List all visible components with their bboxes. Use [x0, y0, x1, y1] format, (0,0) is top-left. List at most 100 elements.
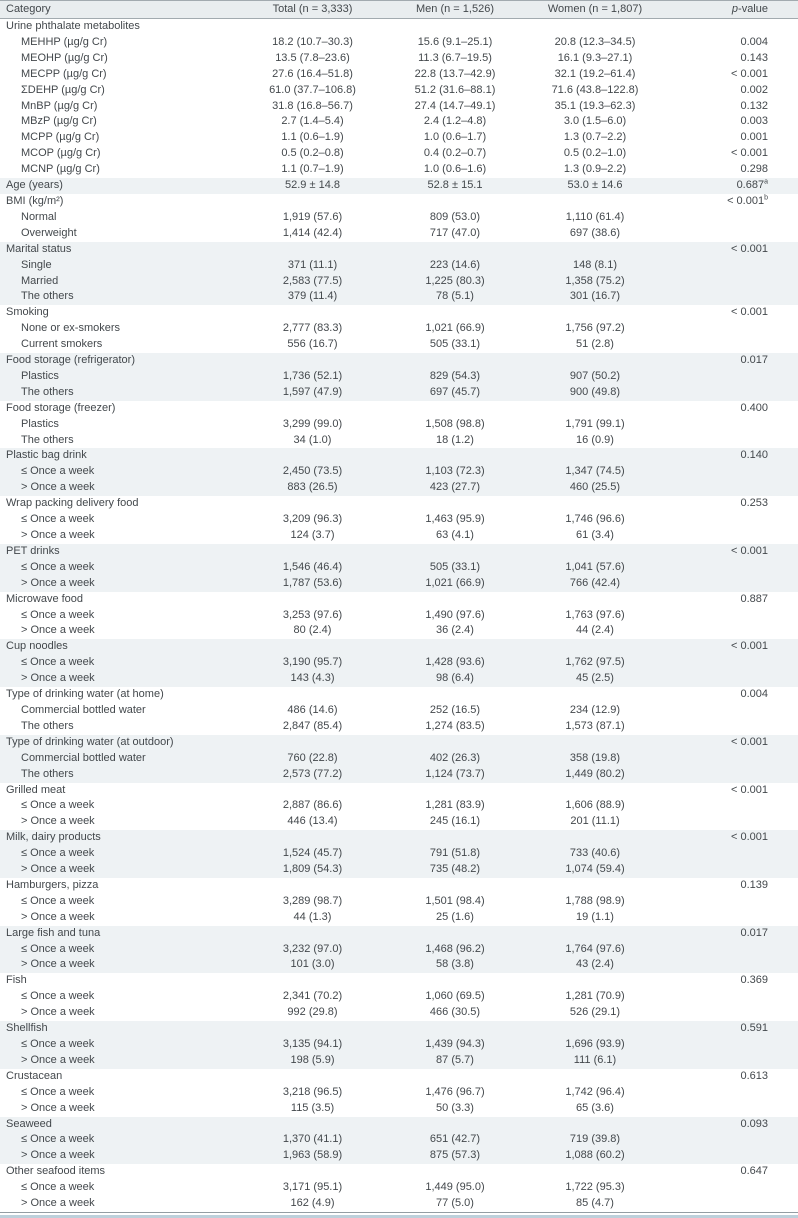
table-row-sub: ≤ Once a week 1,370 (41.1) 651 (42.7) 719 (… — [0, 1132, 798, 1149]
women-cell: 1.3 (0.9–2.2) — [563, 163, 627, 176]
men-cell: 15.6 (9.1–25.1) — [417, 35, 493, 48]
women-cell: 1,763 (97.6) — [565, 608, 625, 621]
p-value-cell — [685, 957, 798, 974]
table-row-section: Microwave food 0.887 — [0, 592, 798, 608]
category-cell: > Once a week — [0, 1052, 220, 1069]
category-cell: ≤ Once a week — [21, 1085, 95, 1098]
table-row-section: Milk, dairy products < 0.001 — [0, 830, 798, 847]
women-cell — [505, 687, 685, 703]
category-cell: Seaweed — [0, 1116, 220, 1133]
total-cell — [220, 496, 405, 512]
men-cell — [405, 305, 505, 321]
total-cell: 27.6 (16.4–51.8) — [272, 67, 353, 80]
p-value-cell — [685, 575, 798, 592]
total-cell: 52.9 ± 14.8 — [220, 178, 405, 194]
total-cell: 1,414 (42.4) — [282, 226, 343, 239]
p-value-cell — [685, 512, 798, 528]
p-value-cell: < 0.001 — [730, 306, 768, 319]
category-cell: Microwave food — [6, 592, 84, 605]
category-cell: Current smokers — [21, 338, 103, 351]
women-cell — [505, 734, 685, 751]
men-cell: 78 (5.1) — [405, 289, 505, 306]
table-row-sub: ≤ Once a week 3,209 (96.3) 1,463 (95.9) 1,7… — [0, 512, 798, 528]
category-cell: Plastic bag drink — [0, 448, 220, 465]
men-cell — [405, 878, 505, 894]
total-cell — [220, 830, 405, 847]
men-cell — [405, 1116, 505, 1133]
table-row-sub: MCPP (µg/g Cr) 1.1 (0.6–1.9) 1.0 (0.6–1.7)… — [0, 130, 798, 146]
men-cell: 1,463 (95.9) — [425, 513, 485, 526]
table-row-sub: > Once a week 143 (4.3) 98 (6.4) 45 (2.5) — [0, 671, 798, 688]
women-cell: 1,756 (97.2) — [565, 322, 625, 335]
men-cell: 829 (54.3) — [405, 368, 505, 385]
total-cell: 3,232 (97.0) — [220, 941, 405, 958]
total-cell: 115 (3.5) — [290, 1101, 335, 1114]
women-cell: 1,788 (98.9) — [565, 894, 625, 907]
men-cell — [405, 401, 505, 417]
category-cell: MCPP (µg/g Cr) — [21, 131, 100, 144]
table-row-section: Other seafood items 0.647 — [0, 1164, 798, 1180]
category-cell: Normal — [21, 210, 57, 223]
table-row-sub: ΣDEHP (µg/g Cr) 61.0 (37.7–106.8) 51.2 (31… — [0, 83, 798, 99]
category-cell: The others — [21, 433, 74, 446]
table-row-sub: None or ex-smokers 2,777 (83.3) 1,021 (66.… — [0, 321, 798, 337]
table-row-sub: MnBP (µg/g Cr) 31.8 (16.8–56.7) 27.4 (14.7… — [0, 99, 798, 115]
table-row-sub: ≤ Once a week 3,253 (97.6) 1,490 (97.6) 1,7… — [0, 608, 798, 624]
men-cell: 98 (6.4) — [405, 671, 505, 688]
women-cell: 733 (40.6) — [505, 846, 685, 863]
men-cell: 505 (33.1) — [405, 559, 505, 576]
table-row-section: Fish 0.369 — [0, 973, 798, 989]
women-cell: 20.8 (12.3–34.5) — [554, 35, 636, 48]
p-value-cell — [685, 528, 798, 544]
table-row-sub: Commercial bottled water 486 (14.6) 252 (1… — [0, 703, 798, 719]
women-cell: 201 (11.1) — [570, 815, 620, 828]
table-row-sub: MCOP (µg/g Cr) 0.5 (0.2–0.8) 0.4 (0.2–0.7)… — [0, 146, 798, 162]
total-cell — [220, 592, 405, 608]
table-row-section: Smoking < 0.001 — [0, 305, 798, 321]
women-cell: 148 (8.1) — [505, 257, 685, 274]
women-cell: 1.3 (0.7–2.2) — [563, 131, 627, 144]
men-cell: 58 (3.8) — [405, 957, 505, 974]
category-cell: ≤ Once a week — [21, 608, 95, 621]
table-bottom-rule — [0, 1214, 798, 1218]
table-row-section: Shellfish 0.591 — [0, 1021, 798, 1037]
total-cell: 446 (13.4) — [287, 815, 338, 828]
total-cell: 198 (5.9) — [220, 1052, 405, 1069]
p-value-cell — [685, 321, 798, 337]
category-cell: MECPP (µg/g Cr) — [21, 67, 107, 80]
table-header: Category Total (n = 3,333) Men (n = 1,52… — [0, 0, 798, 19]
total-cell — [220, 448, 405, 465]
p-value-footnote-marker: b — [764, 194, 768, 202]
women-cell: 1,573 (87.1) — [565, 719, 625, 732]
women-cell: 1,347 (74.5) — [505, 464, 685, 481]
p-value-cell — [685, 384, 798, 401]
table-row-sub: ≤ Once a week 3,289 (98.7) 1,501 (98.4) 1,7… — [0, 894, 798, 910]
p-value-cell — [685, 1101, 798, 1117]
men-cell: 1,490 (97.6) — [425, 608, 485, 621]
category-cell: None or ex-smokers — [21, 322, 121, 335]
total-cell — [220, 925, 405, 942]
women-cell: 53.0 ± 14.6 — [505, 178, 685, 194]
table-row-section: Cup noodles < 0.001 — [0, 639, 798, 656]
p-value-cell: 0.140 — [685, 448, 798, 465]
category-cell: Married — [0, 273, 220, 290]
table-row-section: Seaweed 0.093 — [0, 1116, 798, 1133]
p-value-cell: 0.647 — [740, 1165, 768, 1178]
total-cell: 162 (4.9) — [290, 1197, 335, 1210]
total-cell — [220, 241, 405, 258]
table-row-section: Large fish and tuna 0.017 — [0, 925, 798, 942]
table-row-sub: ≤ Once a week 3,218 (96.5) 1,476 (96.7) 1,7… — [0, 1085, 798, 1101]
women-cell: 526 (29.1) — [569, 1006, 621, 1019]
men-cell — [405, 194, 505, 210]
men-cell: 505 (33.1) — [429, 338, 481, 351]
men-cell — [405, 1069, 505, 1085]
p-value-cell — [685, 623, 798, 639]
category-cell: Urine phthalate metabolites — [6, 20, 140, 32]
men-cell — [405, 448, 505, 465]
p-value-cell — [685, 226, 798, 242]
total-cell: 2,583 (77.5) — [220, 273, 405, 290]
women-cell: 1,764 (97.6) — [505, 941, 685, 958]
total-cell: 883 (26.5) — [220, 480, 405, 497]
men-cell: 466 (30.5) — [429, 1006, 481, 1019]
women-cell: 1,110 (61.4) — [565, 210, 625, 223]
